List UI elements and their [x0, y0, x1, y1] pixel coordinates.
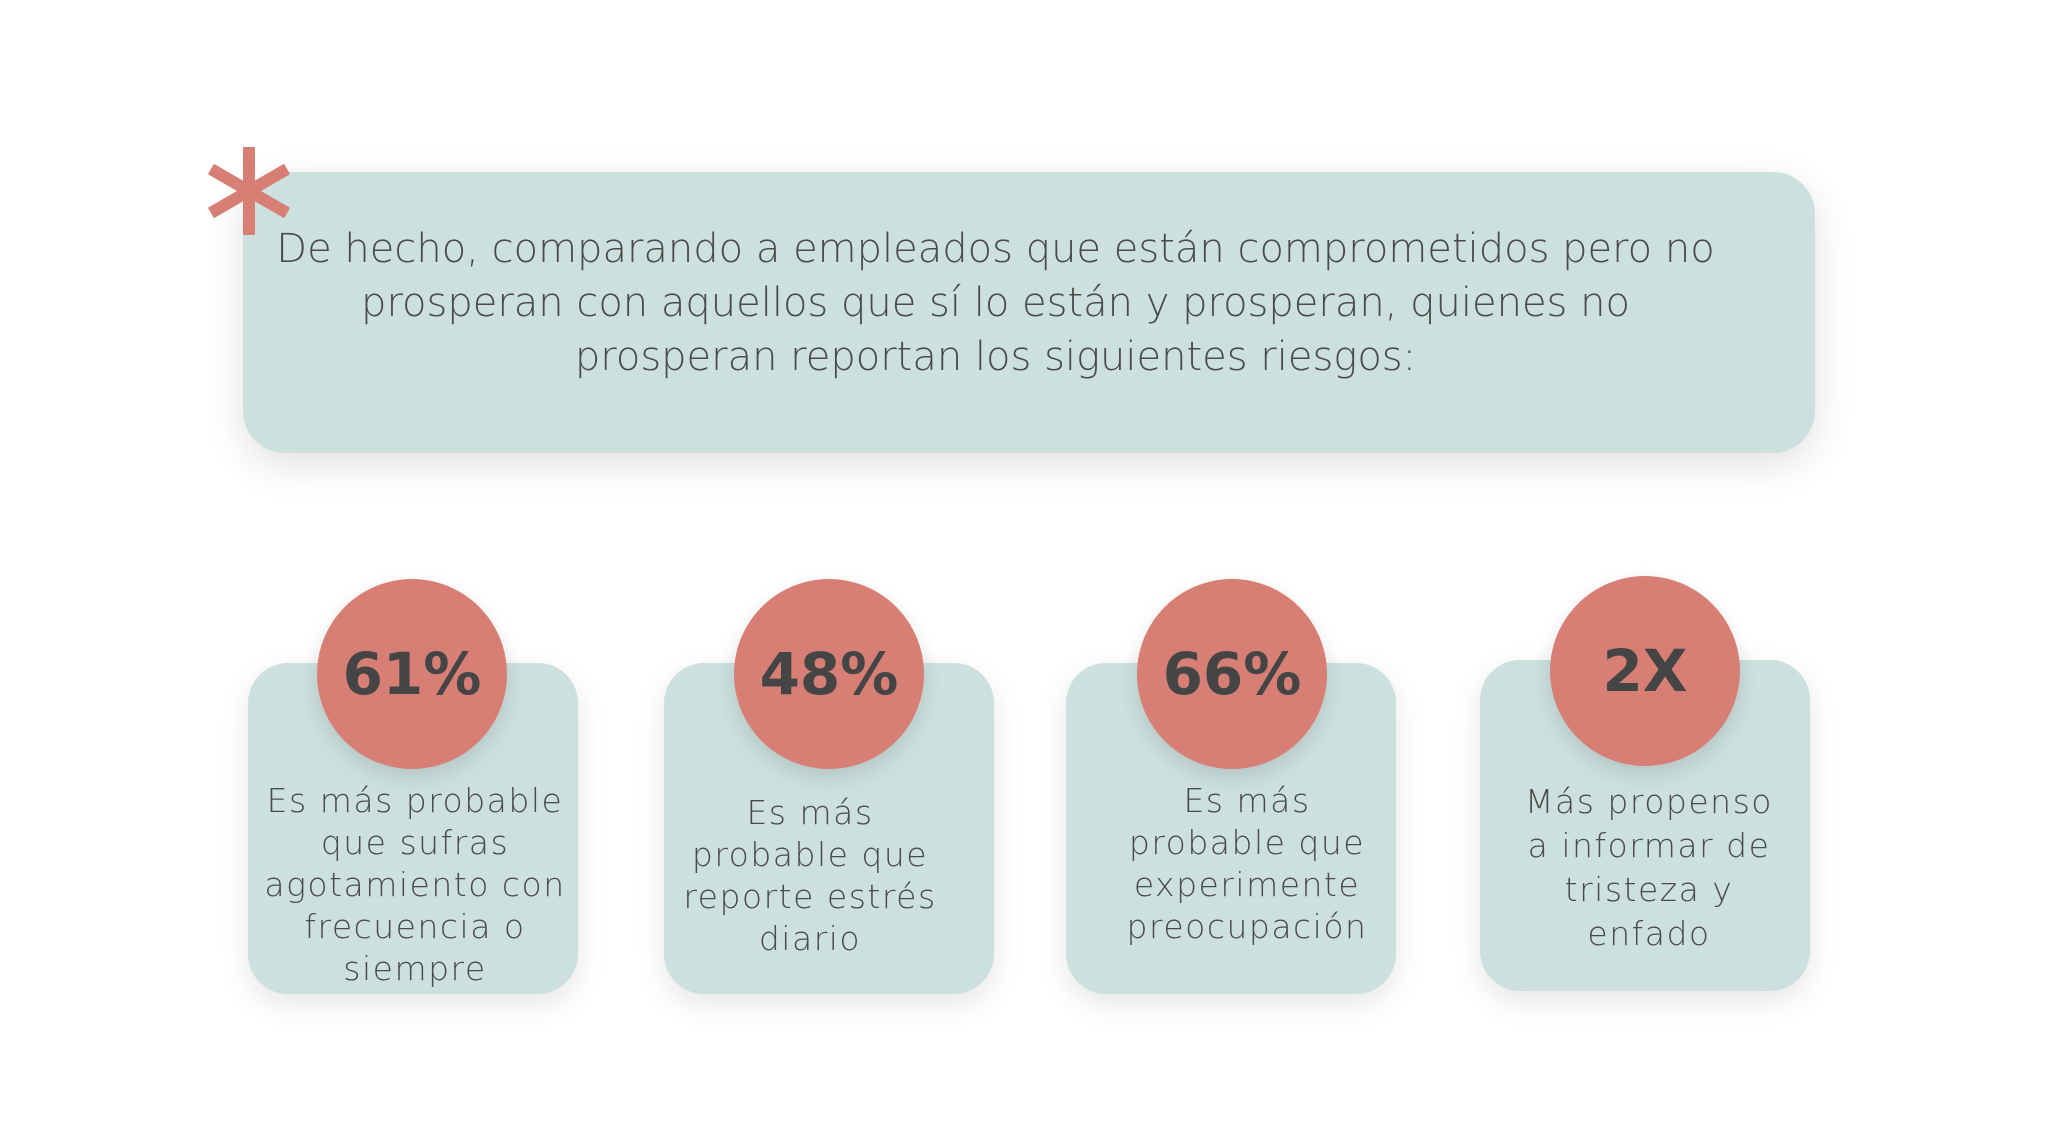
- intro-text: De hecho, comparando a empleados que est…: [243, 222, 1748, 384]
- stat-value: 66%: [1137, 579, 1327, 769]
- intro-box: [243, 172, 1815, 453]
- stat-line: Es más: [1183, 781, 1311, 820]
- intro-line: prosperan con aquellos que sí lo están y…: [361, 280, 1630, 326]
- stat-line: siempre: [343, 949, 487, 988]
- stat-line: que sufras: [320, 823, 510, 862]
- stat-line: agotamiento con: [264, 865, 566, 904]
- stat-line: experimente: [1133, 865, 1361, 904]
- stat-line: Es más: [746, 793, 874, 832]
- stat-value: 61%: [317, 579, 507, 769]
- stat-line: preocupación: [1126, 907, 1368, 946]
- intro-line: prosperan reportan los siguientes riesgo…: [574, 334, 1417, 380]
- stat-line: enfado: [1587, 914, 1711, 953]
- asterisk-icon: [208, 147, 290, 235]
- stat-description: Más propenso a informar de tristeza y en…: [1484, 780, 1814, 956]
- stat-line: Es más probable: [266, 781, 564, 820]
- stat-line: Más propenso: [1525, 782, 1773, 821]
- stat-line: frecuencia o: [304, 907, 526, 946]
- stat-line: diario: [758, 919, 862, 958]
- stat-value: 48%: [734, 579, 924, 769]
- intro-line: De hecho, comparando a empleados que est…: [276, 226, 1715, 272]
- stat-line: reporte estrés: [683, 877, 937, 916]
- stat-value: 2X: [1550, 576, 1740, 766]
- stat-line: a informar de: [1527, 826, 1771, 865]
- stat-line: tristeza y: [1564, 870, 1734, 909]
- stat-line: probable que: [691, 835, 929, 874]
- stat-description: Es más probable que sufras agotamiento c…: [250, 780, 580, 990]
- stat-description: Es más probable que reporte estrés diari…: [645, 792, 975, 960]
- stat-description: Es más probable que experimente preocupa…: [1082, 780, 1412, 948]
- stat-line: probable que: [1128, 823, 1366, 862]
